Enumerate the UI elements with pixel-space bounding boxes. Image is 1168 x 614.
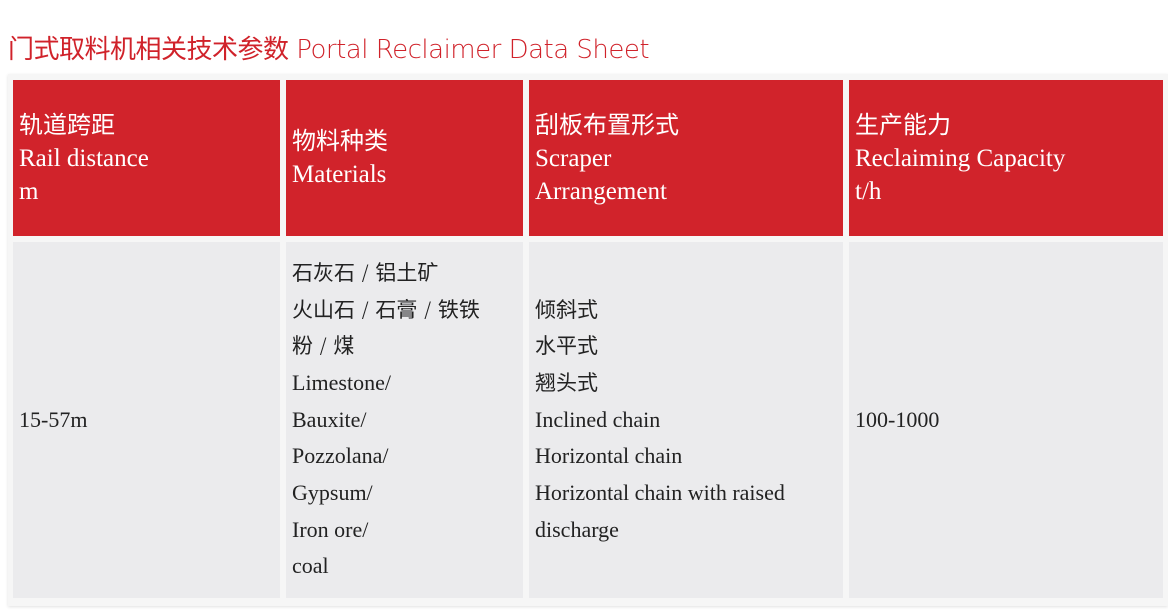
cell-materials: 石灰石 / 铝土矿 火山石 / 石膏 / 铁铁 粉 / 煤 Limestone/… (286, 242, 523, 598)
header-en: Arrangement (535, 177, 667, 205)
material-zh: 粉 / 煤 (292, 334, 355, 359)
header-unit: m (19, 177, 39, 205)
capacity-value: 100-1000 (855, 406, 940, 432)
scraper-zh: 翘头式 (535, 370, 598, 395)
header-zh: 轨道跨距 (19, 110, 115, 139)
material-en: Limestone/ (292, 369, 391, 395)
scraper-en: Horizontal chain with raised (535, 480, 785, 506)
header-scraper-arrangement: 刮板布置形式 Scraper Arrangement (529, 80, 843, 236)
scraper-zh: 水平式 (535, 334, 598, 359)
material-en: coal (292, 553, 329, 579)
scraper-en: discharge (535, 516, 619, 542)
header-unit: t/h (855, 177, 882, 205)
data-sheet-table: 轨道跨距 Rail distance m 物料种类 Materials 刮板布置… (8, 74, 1168, 606)
scraper-en: Horizontal chain (535, 443, 683, 469)
header-zh: 物料种类 (292, 127, 388, 155)
header-en: Rail distance (19, 144, 149, 172)
header-capacity: 生产能力 Reclaiming Capacity t/h (849, 80, 1163, 236)
header-materials: 物料种类 Materials (286, 80, 523, 236)
material-en: Gypsum/ (292, 480, 373, 506)
scraper-en: Inclined chain (535, 406, 661, 432)
rail-distance-value: 15-57m (19, 406, 88, 432)
page-title: 门式取料机相关技术参数 Portal Reclaimer Data Sheet (8, 35, 650, 65)
material-en: Pozzolana/ (292, 443, 389, 469)
cell-capacity: 100-1000 (849, 242, 1163, 598)
cell-rail-distance: 15-57m (13, 242, 280, 598)
cell-scraper-arrangement: 倾斜式 水平式 翘头式 Inclined chain Horizontal ch… (529, 242, 843, 598)
header-zh: 生产能力 (855, 110, 951, 139)
header-en: Materials (292, 161, 387, 188)
scraper-zh: 倾斜式 (535, 297, 598, 322)
header-en: Reclaiming Capacity (855, 144, 1066, 172)
material-en: Iron ore/ (292, 516, 369, 542)
material-zh: 石灰石 / 铝土矿 (292, 260, 439, 285)
material-zh: 火山石 / 石膏 / 铁铁 (292, 297, 480, 322)
header-rail-distance: 轨道跨距 Rail distance m (13, 80, 280, 236)
header-zh: 刮板布置形式 (535, 110, 679, 139)
header-en: Scraper (535, 144, 612, 172)
material-en: Bauxite/ (292, 406, 367, 432)
